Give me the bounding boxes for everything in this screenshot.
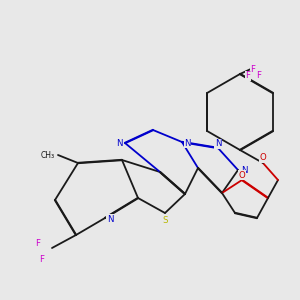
Text: N: N <box>184 139 191 148</box>
Text: N: N <box>116 140 123 148</box>
Text: CH₃: CH₃ <box>40 152 55 160</box>
Text: O: O <box>238 170 245 179</box>
Text: N: N <box>215 139 221 148</box>
Text: N: N <box>107 214 113 224</box>
Text: N: N <box>242 167 248 176</box>
Text: F: F <box>250 64 256 74</box>
Text: F: F <box>40 254 44 263</box>
Text: O: O <box>260 154 266 163</box>
Text: S: S <box>162 216 168 225</box>
Text: F: F <box>35 238 40 247</box>
Text: F: F <box>245 71 250 80</box>
Text: F: F <box>256 71 261 80</box>
